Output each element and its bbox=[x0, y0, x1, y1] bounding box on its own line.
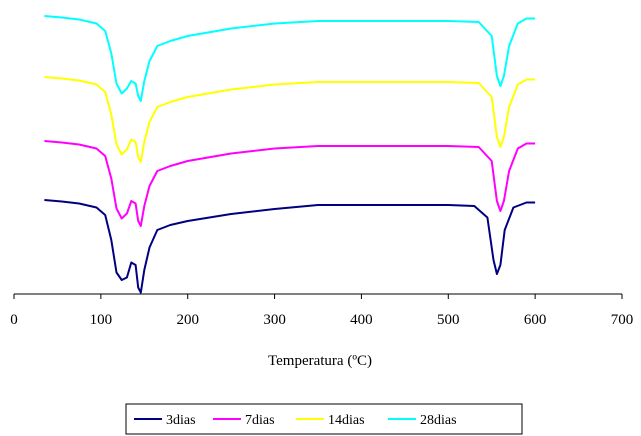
series-line-3dias bbox=[44, 199, 536, 294]
legend-label-7dias: 7dias bbox=[245, 413, 275, 428]
x-tick-label: 600 bbox=[524, 312, 547, 328]
series-line-28dias bbox=[44, 15, 536, 102]
x-tick-label: 0 bbox=[10, 312, 18, 328]
legend-label-3dias: 3dias bbox=[166, 413, 196, 428]
x-tick-label: 200 bbox=[176, 312, 199, 328]
x-tick-label: 500 bbox=[437, 312, 460, 328]
x-tick-label: 100 bbox=[90, 312, 113, 328]
legend: 3dias 7dias 14dias 28dias bbox=[125, 403, 523, 435]
x-tick-label: 400 bbox=[350, 312, 373, 328]
x-tick-label: 300 bbox=[263, 312, 286, 328]
series-line-14dias bbox=[44, 76, 536, 163]
x-axis-title: Temperatura (ºC) bbox=[268, 353, 372, 369]
x-tick-label: 700 bbox=[611, 312, 634, 328]
legend-label-14dias: 14dias bbox=[328, 413, 365, 428]
legend-box bbox=[125, 403, 523, 435]
plot-area bbox=[44, 15, 536, 294]
series-line-7dias bbox=[44, 140, 536, 227]
legend-label-28dias: 28dias bbox=[420, 413, 457, 428]
x-axis-ticks: 0 100 200 300 400 500 600 700 bbox=[10, 294, 633, 328]
